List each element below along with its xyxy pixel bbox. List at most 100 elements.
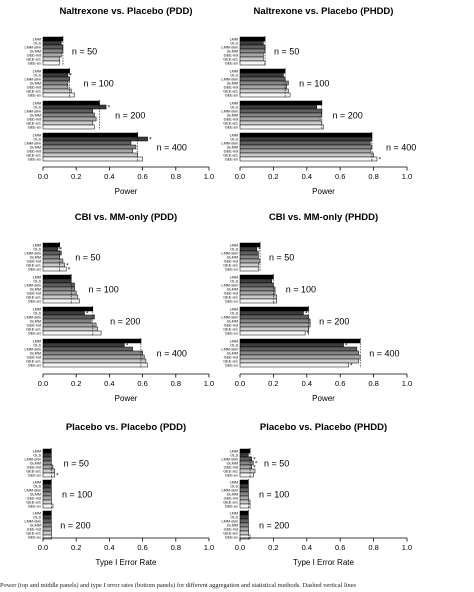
x-tick-label: 0.2: [268, 379, 278, 388]
method-label: GEE-ind: [224, 355, 238, 359]
bar: [42, 487, 52, 493]
bar: [42, 483, 52, 489]
x-axis-label: Power: [115, 394, 138, 403]
bar: [239, 258, 261, 264]
bar: [42, 262, 65, 268]
method-label: GEE-ind: [224, 259, 238, 263]
x-axis-label: Power: [312, 187, 335, 196]
bar: [42, 120, 94, 126]
method-label: GEE-ar1: [223, 57, 238, 61]
significance-star: *: [108, 104, 111, 111]
method-label: GLMM: [30, 523, 41, 527]
method-label: GEE-ind: [27, 527, 41, 531]
bar: [42, 116, 97, 122]
x-axis: 0.0 0.2 0.4 0.6 0.8 1.0 Power: [38, 166, 214, 196]
bar: [42, 286, 75, 292]
method-label: LMM-skin: [222, 109, 238, 113]
method-label: GLMM: [30, 49, 41, 53]
method-label: GEE-ex: [28, 267, 41, 271]
group-label: n = 50: [64, 459, 89, 469]
method-label: GEE-ind: [224, 323, 238, 327]
x-tick-label: 0.0: [38, 379, 48, 388]
significance-star: *: [86, 310, 89, 317]
group-label: n = 200: [259, 521, 289, 531]
method-label: LMM-skin: [25, 141, 41, 145]
bar: [42, 468, 55, 474]
bar: [239, 310, 304, 316]
method-label: GEE-ex: [28, 61, 41, 65]
bar: [42, 350, 143, 356]
x-tick-label: 0.4: [302, 172, 312, 181]
method-label: LMM-skin: [222, 77, 238, 81]
method-label: OLS: [230, 73, 238, 77]
method-label: GEE-ar1: [223, 263, 238, 267]
bar: [239, 479, 249, 485]
x-tick-label: 0.4: [104, 379, 114, 388]
bar: [42, 124, 95, 130]
method-label: GEE-ar1: [26, 89, 41, 93]
method-label: GLMM: [30, 287, 41, 291]
bar: [239, 510, 249, 516]
method-label: LMM: [230, 275, 238, 279]
bar: [239, 120, 323, 126]
x-tick-label: 0.4: [302, 379, 312, 388]
method-label: GLMM: [30, 351, 41, 355]
group-label: n = 200: [319, 317, 349, 327]
x-tick-label: 0.6: [335, 543, 345, 552]
method-label: GEE-ar1: [223, 531, 238, 535]
group-label: n = 100: [89, 285, 119, 295]
x-axis-label: Type I Error Rate: [293, 558, 354, 567]
x-axis-label: Power: [312, 394, 335, 403]
method-label: GEE-ar1: [26, 327, 41, 331]
bar: [239, 358, 359, 364]
x-tick-label: 0.0: [38, 172, 48, 181]
method-label: GEE-ex: [225, 93, 238, 97]
method-label: GLMM: [227, 145, 238, 149]
significance-star: *: [258, 246, 261, 253]
method-label: GEE-ind: [27, 259, 41, 263]
group-label: n = 50: [269, 253, 294, 263]
method-label: GLMM: [30, 492, 41, 496]
method-label: GEE-ind: [27, 291, 41, 295]
bar: [42, 104, 107, 110]
method-label: LMM-skin: [222, 45, 238, 49]
x-tick-label: 1.0: [204, 172, 214, 181]
method-label: GEE-ar1: [223, 500, 238, 504]
bar: [42, 298, 80, 304]
x-tick-label: 0.4: [302, 543, 312, 552]
method-label: LMM-skin: [25, 457, 41, 461]
bar: [42, 254, 60, 260]
method-label: LMM: [230, 449, 238, 453]
bar: [239, 338, 361, 344]
method-label: GEE-ex: [28, 93, 41, 97]
method-label: OLS: [33, 515, 41, 519]
bar: [42, 460, 52, 466]
bar: [239, 112, 323, 118]
bar: [42, 456, 52, 462]
method-label: LMM: [33, 101, 41, 105]
bar: [239, 330, 306, 336]
bar: [239, 136, 373, 142]
bar: [42, 76, 70, 82]
method-label: GEE-ex: [28, 473, 41, 477]
method-label: LMM-skin: [222, 347, 238, 351]
group-label: n = 50: [264, 459, 289, 469]
method-label: LMM: [33, 243, 41, 247]
bar: [42, 246, 59, 252]
bar: [239, 60, 266, 66]
bar: [239, 350, 359, 356]
bar: [239, 503, 251, 509]
x-tick-label: 0.4: [104, 543, 114, 552]
x-tick-label: 0.6: [335, 172, 345, 181]
method-label: LMM: [33, 480, 41, 484]
method-label: LMM: [33, 449, 41, 453]
method-label: GLMM: [227, 461, 238, 465]
bar: [239, 56, 264, 62]
bar: [239, 72, 284, 78]
bar: [42, 258, 64, 264]
method-label: OLS: [33, 41, 41, 45]
method-label: GEE-ind: [224, 117, 238, 121]
bar: [239, 100, 323, 106]
